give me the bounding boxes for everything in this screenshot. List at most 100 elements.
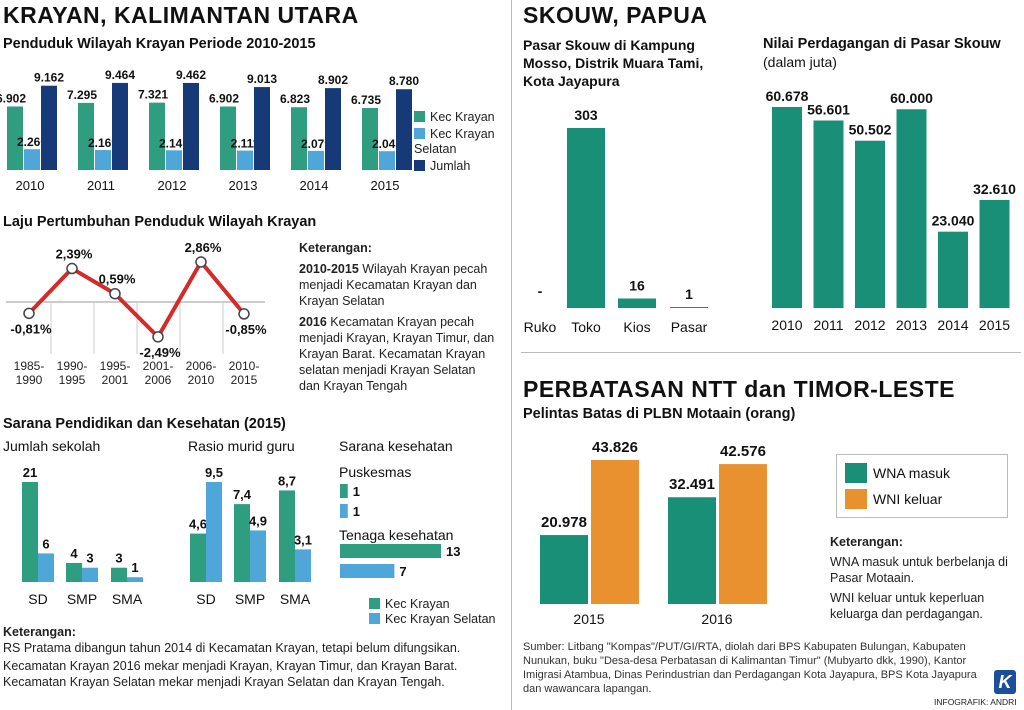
value-label: 2.260 bbox=[17, 135, 47, 149]
value-label: 23.040 bbox=[932, 213, 975, 229]
category-label: Kios bbox=[623, 319, 650, 335]
value-label: 2.079 bbox=[301, 137, 331, 151]
value-label: 60.678 bbox=[766, 88, 809, 104]
category-label: SMP bbox=[235, 591, 265, 607]
bar-kec-krayan-2013 bbox=[220, 106, 236, 170]
category-label: 2010 bbox=[16, 178, 45, 193]
bar-2015 bbox=[979, 199, 1010, 308]
schools-subtitle: Jumlah sekolah bbox=[3, 438, 101, 454]
bar-kec-krayan-2014 bbox=[291, 107, 307, 170]
growth-note-title: Keterangan: bbox=[299, 241, 372, 255]
bar-jumlah-2010 bbox=[41, 85, 57, 170]
center-divider bbox=[511, 0, 512, 710]
bar-kec-krayan-selatan-sma bbox=[127, 577, 143, 582]
data-point bbox=[109, 287, 121, 300]
right-section-title: SKOUW, PAPUA bbox=[523, 2, 708, 28]
bar-kec-krayan-selatan-2014 bbox=[308, 150, 324, 170]
bar-kec-krayan-2012 bbox=[149, 102, 165, 170]
value-label: 13 bbox=[446, 544, 460, 559]
value-label: 9,5 bbox=[205, 465, 223, 480]
legend-item-kec-krayan-selatan: Kec Krayan Selatan bbox=[414, 127, 495, 156]
value-label: 9.162 bbox=[34, 71, 64, 85]
bar-kec-krayan-sd bbox=[190, 533, 206, 582]
value-label: 20.978 bbox=[541, 514, 587, 531]
value-label: 8.902 bbox=[318, 73, 348, 87]
market-chart-title: Pasar Skouw di Kampung Mosso, Distrik Mu… bbox=[523, 37, 704, 89]
bar-kec-krayan-selatan-smp bbox=[82, 567, 98, 582]
category-label: SMA bbox=[112, 591, 143, 607]
period-label: 2010 bbox=[188, 373, 215, 387]
category-label: 2011 bbox=[813, 317, 843, 333]
data-point bbox=[238, 308, 250, 320]
value-label: 2.169 bbox=[88, 136, 118, 150]
bar-kec-krayan-smp bbox=[234, 504, 250, 582]
bar-kios bbox=[618, 298, 656, 308]
category-label: 2011 bbox=[87, 178, 115, 193]
health-chart: 1 1 13 7 bbox=[340, 484, 460, 579]
facility-legend: Kec Krayan Kec Krayan Selatan bbox=[369, 597, 496, 627]
category-label: 2015 bbox=[979, 317, 1010, 333]
growth-line bbox=[27, 259, 246, 339]
value-label: 7.295 bbox=[67, 88, 97, 102]
period-label: 1995 bbox=[59, 373, 86, 387]
bar-toko bbox=[567, 128, 605, 308]
category-label: Ruko bbox=[524, 319, 557, 335]
bar-kec-krayan-selatan-smp bbox=[250, 530, 266, 582]
bar-kec-krayan-2010 bbox=[7, 106, 23, 170]
value-label: 2,39% bbox=[56, 247, 93, 262]
bar-kec-krayan-selatan-2013 bbox=[237, 150, 253, 170]
category-label: Toko bbox=[571, 319, 601, 335]
value-label: 1 bbox=[353, 504, 360, 519]
bar-jumlah-2013 bbox=[254, 87, 270, 170]
period-label: 2010- bbox=[229, 359, 260, 373]
value-label: 9.013 bbox=[247, 72, 277, 86]
value-label: 3 bbox=[115, 551, 122, 566]
border-legend: WNA masuk WNI keluar bbox=[836, 454, 1008, 518]
value-label: 42.576 bbox=[720, 443, 766, 460]
value-label: 3,1 bbox=[294, 532, 312, 547]
value-label: 6.735 bbox=[351, 93, 381, 107]
bar-kec-krayan-selatan-sd bbox=[206, 482, 222, 582]
category-label: 2012 bbox=[158, 178, 187, 193]
value-label: 16 bbox=[629, 277, 645, 293]
category-label: Pasar bbox=[671, 319, 708, 335]
bar-kec-krayan-selatan-tenaga-kesehatan bbox=[340, 564, 395, 578]
period-label: 1990 bbox=[16, 373, 43, 387]
value-label: 32.610 bbox=[973, 181, 1016, 197]
category-label: 2016 bbox=[701, 611, 732, 627]
value-label: 1 bbox=[353, 484, 360, 499]
period-label: 1985- bbox=[14, 359, 45, 373]
period-label: 2001- bbox=[143, 359, 174, 373]
value-label: 0,59% bbox=[99, 272, 136, 287]
source-note: Sumber: Litbang "Kompas"/PUT/GI/RTA, dio… bbox=[523, 641, 977, 695]
ntt-note-2: WNI keluar untuk keperluan keluarga dan … bbox=[830, 591, 985, 621]
kompas-logo: K bbox=[994, 670, 1016, 694]
bar-kec-krayan-selatan-2011 bbox=[95, 150, 111, 170]
value-label: 32.491 bbox=[669, 476, 715, 493]
bar-2012 bbox=[855, 140, 885, 308]
value-label: 4,9 bbox=[249, 513, 267, 528]
market-chart: - Ruko 303 Toko 16 Kios 1 Pasar bbox=[524, 107, 708, 335]
puskesmas-label: Puskesmas bbox=[339, 464, 412, 480]
value-label: 60.000 bbox=[890, 90, 933, 106]
bar-jumlah-2015 bbox=[396, 89, 412, 170]
category-label: 2012 bbox=[854, 317, 885, 333]
bar-2013 bbox=[896, 109, 927, 308]
category-label: SD bbox=[196, 591, 215, 607]
bar-kec-krayan-2015 bbox=[362, 108, 378, 170]
value-label: 303 bbox=[574, 107, 598, 123]
category-label: 2014 bbox=[300, 178, 329, 193]
category-label: 2013 bbox=[896, 317, 927, 333]
trade-chart-title: Nilai Perdagangan di Pasar Skouw bbox=[763, 36, 1001, 52]
category-label: 2014 bbox=[937, 317, 968, 333]
legend-item-kec-krayan: Kec Krayan bbox=[369, 597, 496, 612]
value-label: 56.601 bbox=[807, 102, 850, 118]
facility-note-1: RS Pratama dibangun tahun 2014 di Kecama… bbox=[3, 641, 461, 655]
legend-item-kec-krayan-selatan: Kec Krayan Selatan bbox=[369, 612, 496, 627]
data-point bbox=[66, 262, 78, 275]
bar-kec-krayan-selatan-2015 bbox=[379, 151, 395, 170]
value-label: -2,49% bbox=[139, 345, 181, 360]
growth-note-2: 2016 Kecamatan Krayan pecah menjadi Kray… bbox=[299, 315, 495, 393]
